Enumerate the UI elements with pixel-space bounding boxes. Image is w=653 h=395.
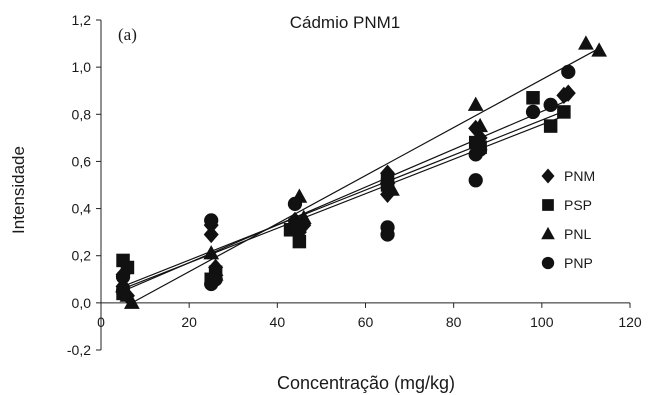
data-point-pnl — [472, 117, 488, 133]
data-point-pnp — [380, 220, 395, 235]
x-tick-label: 100 — [530, 314, 554, 330]
y-tick-label: -0,2 — [67, 342, 91, 358]
legend-label-pnl: PNL — [564, 226, 591, 242]
y-tick-label: 0,6 — [72, 153, 92, 169]
x-tick-label: 40 — [270, 314, 286, 330]
trendline-psp — [122, 109, 569, 287]
y-tick-label: 1,2 — [72, 12, 92, 28]
data-point-pnl — [295, 209, 312, 224]
y-tick-label: 0,0 — [72, 295, 92, 311]
x-tick-label: 20 — [181, 314, 197, 330]
data-point-pnp — [115, 283, 131, 299]
data-point-pnl — [203, 245, 220, 260]
legend-marker-pnp — [541, 256, 555, 270]
y-axis-label: Intensidade — [9, 146, 28, 234]
trendline-pnp — [122, 113, 569, 290]
x-tick-label: 120 — [618, 314, 642, 330]
x-tick-label: 0 — [97, 314, 105, 330]
x-tick-label: 60 — [358, 314, 374, 330]
x-tick-label: 80 — [446, 314, 462, 330]
data-point-pnp — [204, 213, 219, 228]
legend-marker-pnl — [541, 226, 555, 240]
data-point-psp — [557, 105, 571, 119]
data-point-pnm — [203, 225, 219, 244]
data-point-pnp — [561, 64, 576, 79]
data-point-pnp — [115, 269, 131, 285]
data-point-pnp — [208, 272, 223, 287]
legend-marker-psp — [542, 199, 554, 211]
data-point-pnp — [287, 196, 303, 211]
legend-label-psp: PSP — [564, 197, 592, 213]
chart-title: Cádmio PNM1 — [290, 13, 401, 32]
data-point-pnl — [467, 96, 484, 111]
data-point-pnl — [379, 169, 396, 184]
legend-label-pnm: PNM — [564, 168, 595, 184]
data-point-pnl — [384, 181, 400, 196]
trendline-pnl — [131, 47, 600, 304]
data-point-psp — [543, 119, 558, 133]
data-point-pnl — [591, 42, 608, 57]
y-tick-label: 0,2 — [72, 248, 92, 264]
data-point-psp — [292, 234, 307, 249]
data-point-pnp — [543, 97, 558, 112]
data-point-pnp — [525, 104, 541, 120]
data-point-pnp — [468, 173, 483, 188]
legend-label-pnp: PNP — [564, 255, 593, 271]
plot-area: -0,2 0,0 0,2 0,4 0,6 0,8 1,0 1,2 0 20 40 60 80 100 120 — [67, 12, 642, 358]
data-point-pnl — [578, 35, 594, 50]
data-point-pnl — [123, 294, 140, 309]
y-tick-label: 0,8 — [72, 106, 92, 122]
y-tick-label: 1,0 — [72, 59, 92, 75]
y-tick-label: 0,4 — [72, 201, 92, 217]
data-point-pnm — [560, 84, 576, 102]
legend: PNM PSP PNL PNP — [541, 168, 595, 271]
data-point-pnp — [472, 142, 488, 157]
x-axis-label: Concentração (mg/kg) — [277, 373, 455, 393]
data-point-psp — [526, 91, 540, 105]
panel-label: (a) — [118, 25, 137, 44]
legend-marker-pnm — [541, 168, 555, 184]
